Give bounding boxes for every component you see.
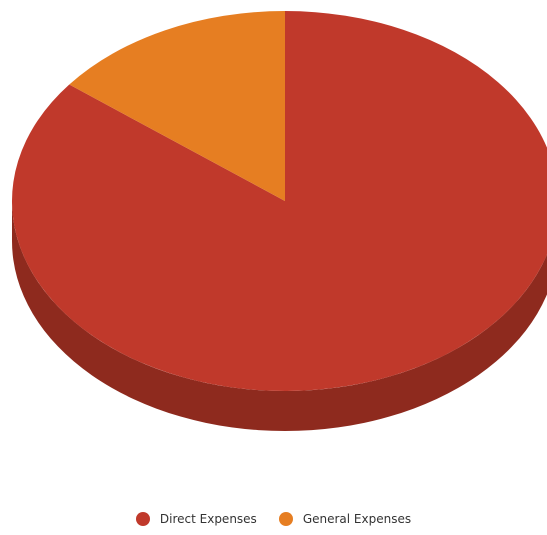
legend-item-direct-expenses[interactable]: Direct Expenses <box>135 512 257 526</box>
pie-side-depth <box>12 201 547 431</box>
legend-item-general-expenses[interactable]: General Expenses <box>278 512 412 526</box>
pie-chart <box>12 10 547 431</box>
pie-slice-direct-expenses[interactable] <box>12 11 547 391</box>
pie-slices <box>12 10 547 391</box>
pie-side-wall <box>12 201 547 431</box>
legend-marker-direct-expenses <box>135 512 150 526</box>
legend-marker-general-expenses <box>278 512 293 526</box>
chart-legend: Direct Expenses General Expenses <box>0 512 547 526</box>
pie-slice-general-expenses[interactable] <box>69 10 285 201</box>
legend-label-direct-expenses: Direct Expenses <box>159 512 257 526</box>
legend-label-general-expenses: General Expenses <box>302 512 412 526</box>
